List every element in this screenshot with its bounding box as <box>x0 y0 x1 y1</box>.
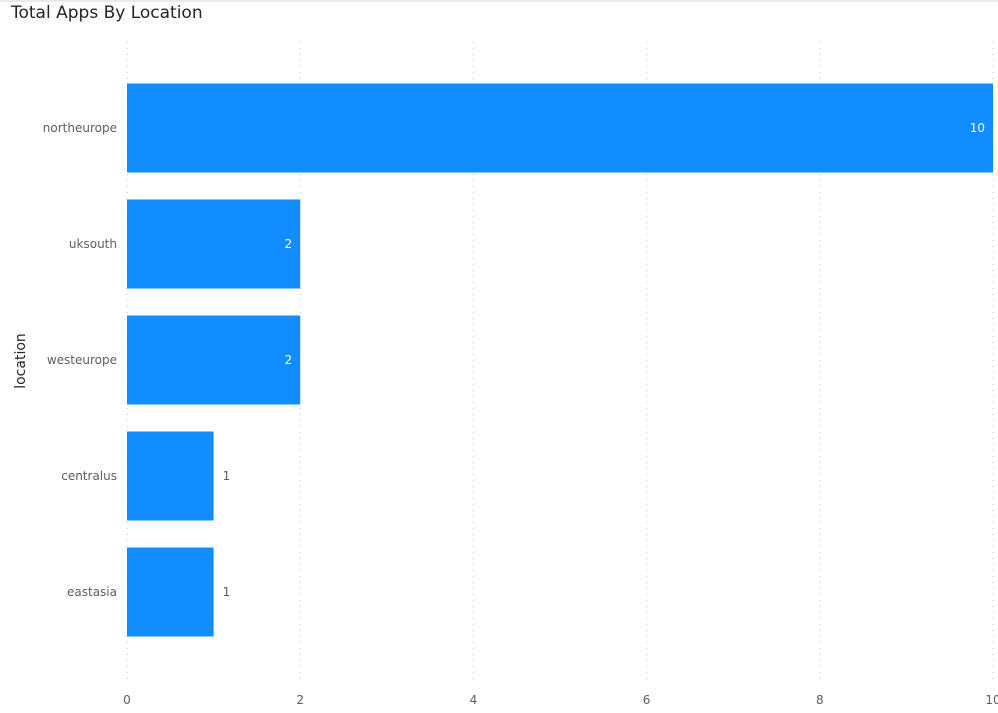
x-tick-label: 2 <box>296 693 304 707</box>
category-label-uksouth: uksouth <box>69 237 117 251</box>
category-label-northeurope: northeurope <box>43 121 117 135</box>
bar-westeurope[interactable] <box>127 315 301 405</box>
category-label-eastasia: eastasia <box>67 585 117 599</box>
data-label-centralus: 1 <box>223 469 231 483</box>
data-label-northeurope: 10 <box>970 121 985 135</box>
x-tick-label: 6 <box>643 693 651 707</box>
bar-centralus[interactable] <box>127 431 214 521</box>
visual-top-border <box>0 0 998 2</box>
x-tick-label: 10 <box>985 693 998 707</box>
category-labels: northeurope uksouth westeurope centralus eas… <box>43 121 117 599</box>
bar-uksouth[interactable] <box>127 199 301 289</box>
chart-title: Total Apps By Location <box>11 3 203 23</box>
data-label-uksouth: 2 <box>285 237 293 251</box>
bar-eastasia[interactable] <box>127 547 214 637</box>
y-axis-title: location <box>13 333 29 389</box>
category-label-centralus: centralus <box>61 469 117 483</box>
x-axis-ticks: 0 2 4 6 8 10 <box>123 693 998 707</box>
bars: 10 2 2 1 1 <box>127 83 993 637</box>
x-tick-label: 0 <box>123 693 131 707</box>
bar-northeurope[interactable] <box>127 83 993 173</box>
x-tick-label: 4 <box>470 693 478 707</box>
data-label-eastasia: 1 <box>223 585 231 599</box>
data-label-westeurope: 2 <box>285 353 293 367</box>
x-tick-label: 8 <box>816 693 824 707</box>
category-label-westeurope: westeurope <box>47 353 117 367</box>
